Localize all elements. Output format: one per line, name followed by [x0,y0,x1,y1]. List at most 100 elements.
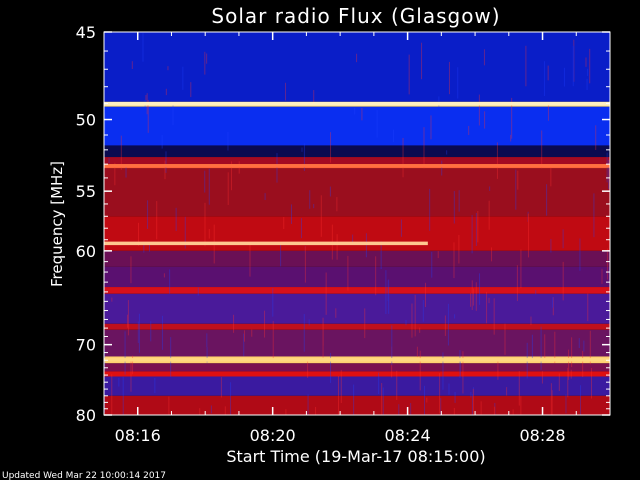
noise-streak [227,172,229,205]
noise-streak [471,215,473,254]
noise-streak [447,303,449,346]
noise-streak [322,321,324,346]
noise-streak [552,297,554,308]
noise-streak [132,355,134,375]
noise-streak [453,191,455,224]
noise-streak [131,61,133,69]
noise-streak [147,200,149,229]
noise-streak [184,216,186,249]
noise-streak [551,390,553,415]
noise-streak [111,374,113,415]
noise-streak [375,256,377,296]
noise-streak [120,135,122,170]
noise-streak [111,297,113,302]
noise-streak [147,99,149,133]
noise-streak [336,197,338,212]
noise-streak [204,202,206,247]
spectrum-band [104,293,610,324]
spectrum-band [104,157,610,165]
noise-streak [517,170,519,190]
noise-streak [138,313,140,353]
x-tick-label: 08:24 [385,426,431,445]
noise-streak [309,190,311,209]
noise-streak [471,394,473,415]
noise-streak [590,368,592,399]
spectrum-band [104,145,610,158]
spectrum-band [104,266,610,288]
noise-streak [431,251,433,278]
noise-streak [550,239,552,253]
noise-streak [527,211,529,222]
noise-streak [307,359,309,378]
noise-streak [156,201,158,240]
noise-streak [199,408,201,415]
noise-streak [462,351,464,394]
spectrum-band [104,363,610,372]
noise-streak [473,288,475,306]
noise-streak [506,387,508,396]
noise-streak [579,238,581,271]
noise-streak [197,287,199,296]
noise-streak [493,298,495,335]
y-tick-label: 80 [76,406,96,425]
noise-streak [291,204,293,224]
noise-streak [475,212,477,246]
noise-streak [496,142,498,179]
noise-streak [512,409,514,415]
noise-streak [138,222,140,246]
noise-streak [391,325,393,366]
noise-streak [483,49,485,66]
spectrum-band [104,395,610,415]
noise-streak [543,61,545,96]
x-tick-label: 08:20 [250,426,296,445]
noise-streak [587,68,589,76]
noise-streak [563,67,565,87]
noise-streak [547,104,549,121]
noise-streak [137,321,139,343]
noise-streak [448,61,450,95]
noise-streak [550,383,552,415]
noise-streak [470,392,472,398]
noise-streak [405,319,407,326]
noise-streak [562,261,564,301]
noise-streak [510,134,512,142]
noise-streak [150,321,152,342]
noise-streak [438,96,440,108]
y-tick-label: 45 [76,23,96,42]
noise-streak [504,323,506,355]
noise-streak [272,288,274,317]
noise-streak [272,321,274,361]
noise-streak [164,160,166,180]
noise-streak [520,396,522,415]
noise-streak [175,207,177,232]
noise-texture [104,33,610,415]
spectrum-band [104,329,610,357]
noise-streak [276,153,278,183]
noise-streak [608,159,610,190]
noise-streak [206,333,208,348]
noise-streak [376,110,378,138]
noise-streak [206,347,208,363]
noise-streak [118,378,120,387]
noise-streak [283,217,285,230]
noise-streak [573,39,575,82]
noise-streak [441,160,443,176]
noise-streak [161,135,163,149]
noise-streak [338,411,340,415]
noise-streak [479,273,481,305]
noise-streak [606,248,608,280]
noise-streak [478,94,480,126]
noise-streak [497,358,499,380]
noise-streak [589,330,591,365]
noise-streak [154,378,156,393]
noise-streak [329,186,331,197]
noise-streak [419,350,421,391]
noise-streak [165,151,167,173]
noise-streak [544,334,546,359]
noise-streak [145,95,147,101]
noise-streak [356,53,358,63]
noise-streak [227,131,229,151]
spectrum-band [104,106,610,146]
noise-streak [387,280,389,302]
noise-streak [525,45,527,87]
